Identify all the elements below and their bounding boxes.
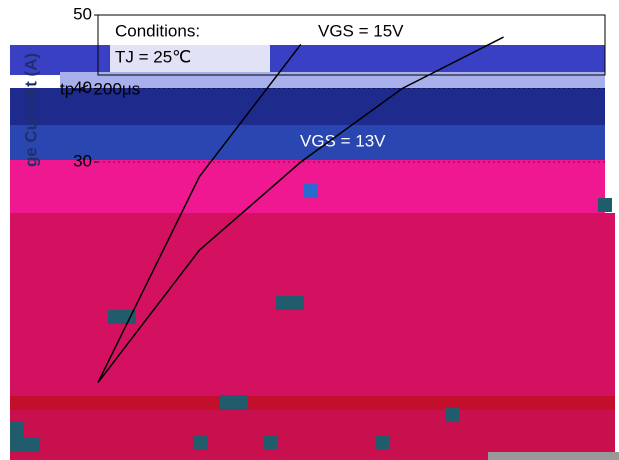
annotation: VGS = 15V: [318, 21, 404, 40]
artifact-bands: [10, 45, 619, 460]
series-line: [98, 44, 301, 382]
y-tick-label: 40: [73, 78, 92, 97]
conditions-box: [110, 20, 270, 72]
annotation: VGS = 13V: [300, 131, 386, 150]
plot-frame: [97, 14, 606, 76]
annotation: Conditions:: [115, 21, 200, 40]
y-tick-label: 50: [73, 4, 92, 23]
annotation: TJ = 25℃: [115, 47, 191, 66]
series-line: [98, 37, 504, 382]
y-tick-label: 30: [73, 151, 92, 170]
annotation: tp < 200μs: [60, 79, 140, 98]
y-axis-label: ge Current (A): [21, 53, 40, 167]
